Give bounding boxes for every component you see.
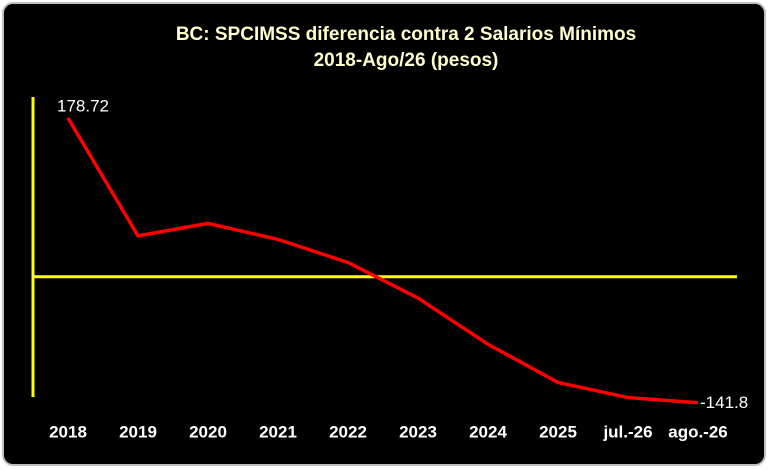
- chart-subtitle: 2018-Ago/26 (pesos): [314, 50, 499, 71]
- data-line: [66, 117, 699, 405]
- data-label: 178.72: [57, 96, 109, 115]
- x-tick-label: 2021: [259, 422, 297, 441]
- x-tick-label: ago.-26: [668, 422, 728, 441]
- x-tick-label: jul.-26: [602, 422, 652, 441]
- x-tick-label: 2023: [399, 422, 437, 441]
- x-tick-label: 2019: [119, 422, 157, 441]
- data-label: -141.8: [700, 393, 748, 412]
- x-tick-label: 2025: [539, 422, 577, 441]
- x-tick-label: 2024: [469, 422, 507, 441]
- chart-title: BC: SPCIMSS diferencia contra 2 Salarios…: [176, 24, 636, 45]
- x-tick-label: 2020: [189, 422, 227, 441]
- x-tick-label: 2018: [49, 422, 87, 441]
- x-tick-label: 2022: [329, 422, 367, 441]
